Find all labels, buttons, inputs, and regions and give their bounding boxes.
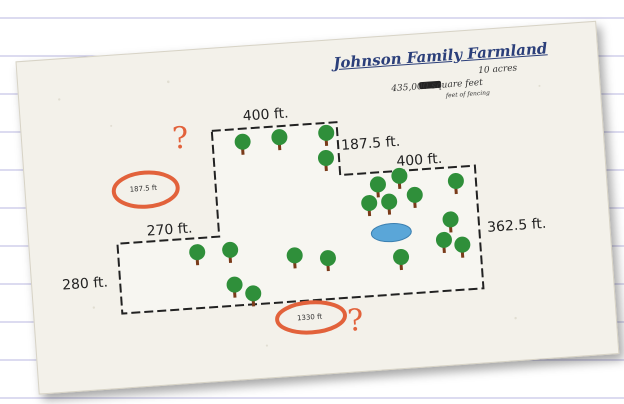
tree xyxy=(189,244,206,266)
pond xyxy=(370,223,412,243)
dimension-middle-step: 400 ft. xyxy=(395,150,443,171)
farmland-map-drawing xyxy=(58,80,541,347)
tree xyxy=(319,250,336,272)
farm-boundary-fence xyxy=(116,121,485,315)
tree xyxy=(361,195,378,217)
tree xyxy=(391,167,408,189)
tree xyxy=(369,176,386,198)
tree xyxy=(317,149,334,172)
fence-legend-icon xyxy=(419,80,442,90)
trees xyxy=(189,124,471,307)
tree xyxy=(442,211,459,233)
dimension-left-lower: 280 ft. xyxy=(61,274,109,294)
question-mark-upper: ? xyxy=(171,120,190,157)
tree xyxy=(435,231,452,254)
tree xyxy=(286,247,303,269)
tree xyxy=(318,124,335,146)
bottom-dimension-circle xyxy=(275,300,347,335)
tree xyxy=(271,129,288,151)
tree xyxy=(406,186,423,208)
tree xyxy=(381,193,398,215)
tree xyxy=(222,241,239,263)
tree xyxy=(393,248,410,271)
dimension-left-step: 270 ft. xyxy=(146,220,193,240)
farmland-map-card: Johnson Family Farmland 10 acres 435,000… xyxy=(15,20,620,395)
tree xyxy=(245,285,262,307)
dimension-top: 400 ft. xyxy=(242,105,290,125)
question-mark-lower: ? xyxy=(346,302,365,339)
tree xyxy=(454,236,471,258)
tree xyxy=(447,172,464,195)
left-dimension-circle xyxy=(111,170,180,209)
tree xyxy=(234,133,251,155)
tree xyxy=(226,276,243,298)
